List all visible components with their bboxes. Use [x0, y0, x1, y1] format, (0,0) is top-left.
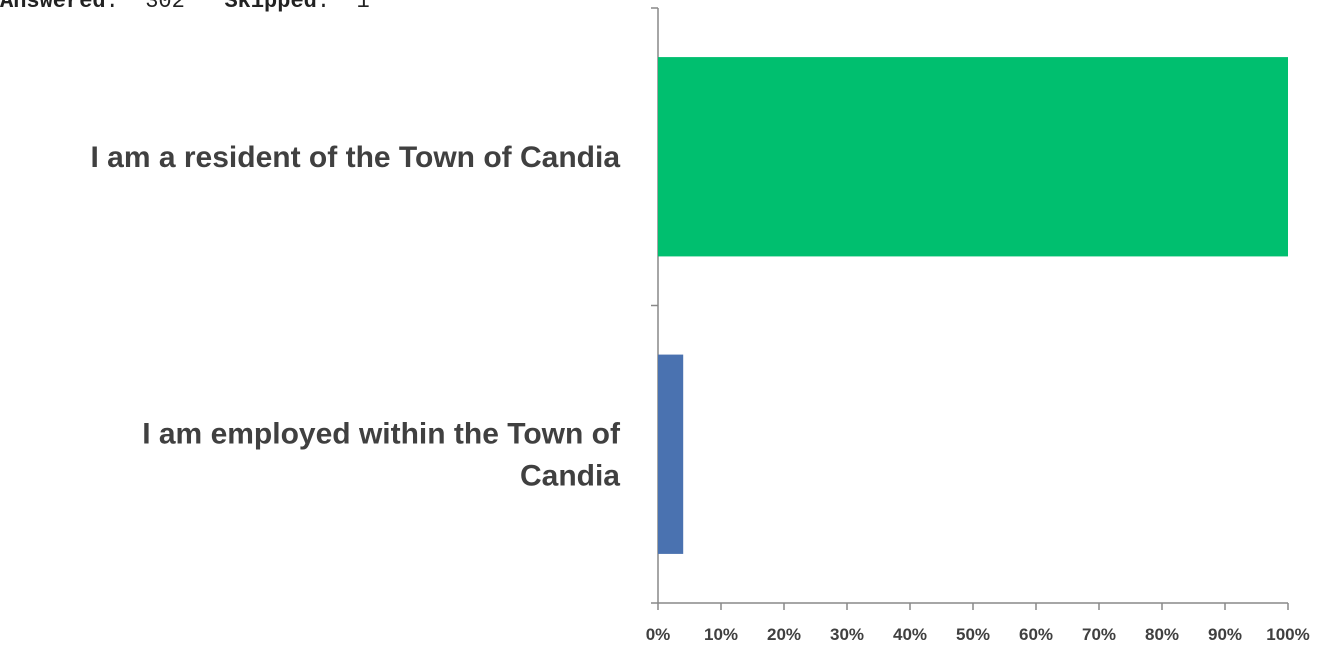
answered-label: Answered	[0, 0, 106, 14]
x-tick-label: 50%	[956, 625, 990, 644]
x-tick-label: 90%	[1208, 625, 1242, 644]
category-label: I am employed within the Town of	[142, 417, 621, 450]
skipped-label: Skipped	[224, 0, 317, 14]
x-tick-label: 0%	[646, 625, 671, 644]
bar-1	[658, 57, 1288, 257]
x-tick-label: 80%	[1145, 625, 1179, 644]
x-tick-label: 70%	[1082, 625, 1116, 644]
x-tick-label: 60%	[1019, 625, 1053, 644]
skipped-value: 1	[356, 0, 370, 14]
skipped-colon: :	[316, 0, 357, 14]
category-label: I am a resident of the Town of Candia	[91, 141, 621, 174]
x-tick-label: 30%	[830, 625, 864, 644]
response-summary: Answered: 302 Skipped: 1	[0, 0, 370, 16]
x-tick-label: 100%	[1266, 625, 1309, 644]
x-tick-label: 20%	[767, 625, 801, 644]
x-tick-label: 10%	[704, 625, 738, 644]
answered-value: 302	[145, 0, 185, 14]
chart-bars	[658, 57, 1288, 554]
answered-colon: :	[105, 0, 146, 14]
bar-2	[658, 354, 684, 554]
category-labels: I am a resident of the Town of Candia I a…	[91, 141, 622, 493]
x-axis-ticks: 0% 10% 20% 30% 40% 50% 60% 70% 80% 90% 100%	[646, 603, 1310, 644]
x-tick-label: 40%	[893, 625, 927, 644]
category-label: Candia	[520, 459, 620, 492]
